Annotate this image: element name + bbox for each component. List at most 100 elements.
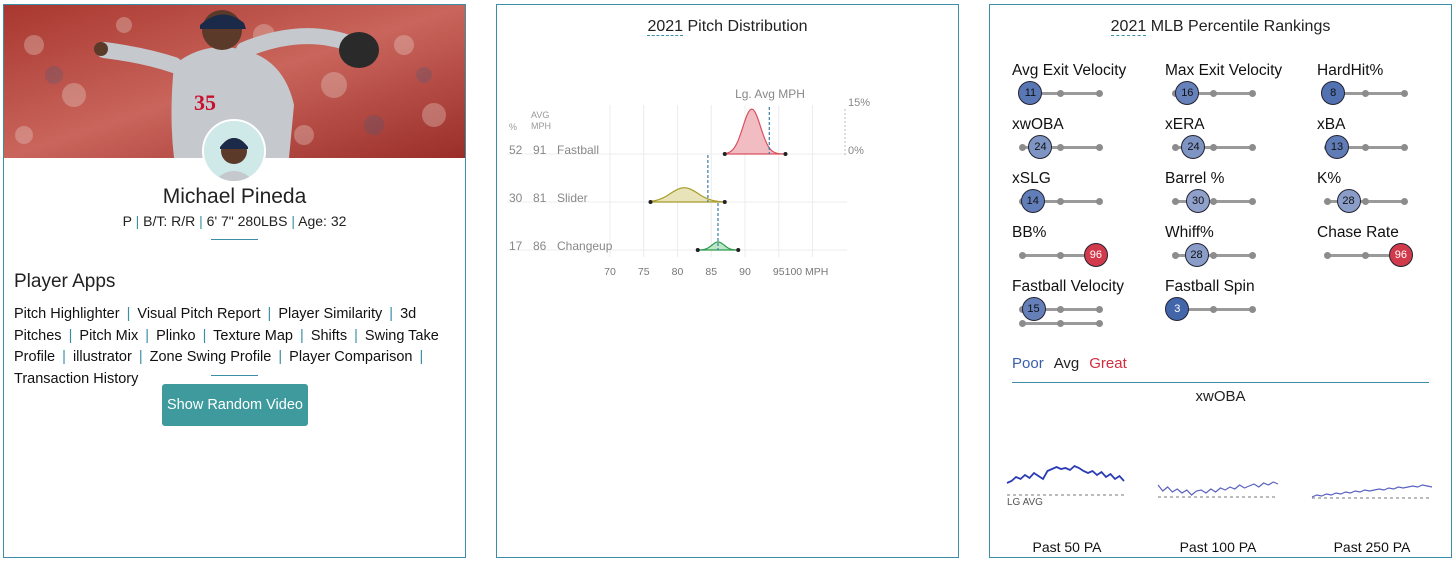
title-text: MLB Percentile Rankings — [1146, 18, 1331, 35]
pitch-pct: 52 — [509, 143, 523, 157]
percentile-bubble: 16 — [1175, 81, 1200, 105]
player-size: 6' 7" 280LBS — [206, 213, 288, 229]
pitch-pct: 17 — [509, 239, 523, 253]
scale-top-label: 15% — [848, 97, 870, 109]
percentile-metric: Fastball Velocity 15 — [1012, 278, 1162, 328]
track-dot — [1172, 198, 1179, 205]
app-link[interactable]: Zone Swing Profile — [149, 349, 272, 366]
track-dot — [1210, 306, 1217, 313]
track-dot — [1210, 198, 1217, 205]
metric-label: Max Exit Velocity — [1165, 62, 1283, 79]
x-tick-label: 90 — [739, 266, 751, 278]
pitch-min-dot — [722, 152, 727, 156]
pitch-distribution-title: 2021 Pitch Distribution — [497, 18, 958, 36]
track-dot — [1019, 252, 1026, 259]
avg-header: MPH — [531, 121, 551, 131]
separator: | — [145, 327, 150, 344]
separator: | — [126, 306, 131, 322]
track-dot — [1057, 198, 1064, 205]
metric-label: xERA — [1165, 116, 1205, 133]
percentile-metric: Barrel % 30 — [1165, 170, 1315, 220]
track-dot — [1172, 144, 1179, 151]
app-link[interactable]: Pitch Highlighter — [14, 306, 120, 322]
metric-label: xBA — [1317, 116, 1346, 133]
track-dot — [1362, 252, 1369, 259]
separator: | — [389, 306, 394, 322]
separator: | — [278, 349, 283, 366]
track-dot — [1172, 252, 1179, 259]
legend-avg: Avg — [1053, 355, 1080, 372]
show-random-video-button[interactable]: Show Random Video — [162, 384, 308, 426]
track-dot — [1210, 252, 1217, 259]
track-dot — [1249, 306, 1256, 313]
scale-dot — [1019, 320, 1026, 327]
app-link[interactable]: Transaction History — [14, 370, 139, 387]
separator: | — [354, 327, 358, 344]
percentile-title: 2021 MLB Percentile Rankings — [990, 18, 1451, 36]
player-name: Michael Pineda — [162, 185, 307, 208]
track-dot — [1096, 306, 1103, 313]
pitch-max-dot — [783, 152, 788, 156]
percentile-bubble: 96 — [1083, 243, 1108, 267]
percentile-metric: BB% 96 — [1012, 224, 1162, 274]
percentile-bubble: 96 — [1388, 243, 1413, 267]
percentile-bubble: 28 — [1184, 243, 1209, 267]
x-tick-label: 95 — [773, 266, 785, 278]
percentile-bubble: 24 — [1028, 135, 1053, 159]
app-link[interactable]: Player Similarity — [278, 306, 383, 322]
sparkline-label-100: Past 100 PA — [1179, 539, 1257, 555]
app-link[interactable]: illustrator — [72, 349, 132, 366]
app-link[interactable]: Visual Pitch Report — [137, 306, 261, 322]
percentile-bubble: 14 — [1020, 189, 1045, 213]
metric-label: Fastball Spin — [1165, 278, 1255, 295]
track-dot — [1096, 90, 1103, 97]
pitch-distribution-panel: 2021 Pitch Distribution % AVG MPH Lg. Avg M… — [496, 4, 959, 558]
pitch-mph: 86 — [533, 239, 547, 253]
app-link[interactable]: Pitch Mix — [79, 327, 139, 344]
sparkline-label-250: Past 250 PA — [1333, 539, 1411, 555]
avg-header: AVG — [531, 110, 549, 120]
track-dot — [1057, 306, 1064, 313]
app-link[interactable]: Texture Map — [213, 327, 293, 344]
separator: | — [138, 349, 143, 366]
track-dot — [1362, 198, 1369, 205]
metric-label: HardHit% — [1317, 62, 1384, 79]
percentile-metric: xERA 24 — [1165, 116, 1315, 166]
player-bats-throws: B/T: R/R — [143, 213, 196, 229]
metric-label: Chase Rate — [1317, 224, 1399, 241]
separator: | — [291, 213, 296, 229]
metric-label: Whiff% — [1165, 224, 1214, 241]
app-link[interactable]: Plinko — [156, 327, 196, 344]
track-dot — [1096, 198, 1103, 205]
lg-avg-label: LG AVG — [1007, 497, 1043, 508]
pitch-name: Fastball — [557, 143, 599, 157]
pitch-density-fastball — [724, 108, 786, 155]
divider — [211, 239, 258, 240]
app-link[interactable]: Swing Take Profile — [14, 327, 439, 366]
percentile-bubble: 30 — [1186, 189, 1211, 213]
x-tick-label: 70 — [604, 266, 616, 278]
pitch-mph: 81 — [533, 191, 547, 205]
metric-label: xwOBA — [1012, 116, 1064, 133]
xwoba-title: xwOBA — [1195, 388, 1246, 405]
title-year: 2021 — [1110, 18, 1147, 36]
jersey-number: 35 — [194, 90, 216, 115]
percentile-metric: xSLG 14 — [1012, 170, 1162, 220]
percentile-metric: Avg Exit Velocity 11 — [1012, 62, 1162, 112]
pitch-mph: 91 — [533, 143, 547, 157]
player-apps-heading: Player Apps — [14, 271, 116, 292]
app-link[interactable]: Shifts — [310, 327, 348, 344]
app-link[interactable]: Player Comparison — [289, 349, 413, 366]
track-dot — [1362, 90, 1369, 97]
percentile-legend: Poor Avg Great — [1012, 355, 1137, 372]
metric-label: Fastball Velocity — [1012, 278, 1124, 295]
percentile-bubble: 15 — [1021, 297, 1046, 321]
separator: | — [135, 213, 140, 229]
track-dot — [1096, 144, 1103, 151]
app-link[interactable]: 3d Pitches — [14, 306, 417, 344]
player-position: P — [122, 213, 132, 229]
title-text: Pitch Distribution — [683, 18, 808, 35]
x-tick-label: 80 — [672, 266, 684, 278]
percentile-bubble: 13 — [1325, 135, 1349, 159]
